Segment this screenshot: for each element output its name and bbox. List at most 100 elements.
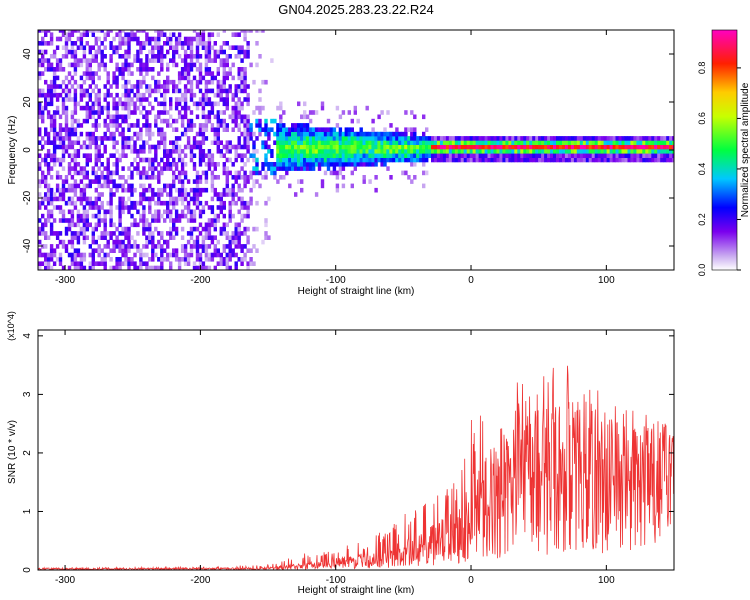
- heatmap-cell: [264, 118, 268, 124]
- heatmap-cell: [88, 30, 92, 33]
- heatmap-cell: [118, 265, 122, 270]
- heatmap-cell: [139, 170, 143, 176]
- heatmap-cell: [303, 153, 307, 158]
- heatmap-cell: [133, 131, 137, 137]
- heatmap-cell: [201, 157, 206, 163]
- heatmap-cell: [249, 30, 253, 33]
- heatmap-cell: [88, 84, 92, 89]
- heatmap-cell: [231, 192, 235, 197]
- heatmap-cell: [535, 136, 539, 141]
- heatmap-cell: [139, 261, 143, 266]
- heatmap-cell: [183, 248, 188, 253]
- heatmap-cell: [88, 261, 92, 266]
- heatmap-cell: [157, 170, 161, 176]
- heatmap-cell: [97, 110, 101, 115]
- heatmap-cell: [44, 162, 48, 167]
- heatmap-cell: [276, 105, 280, 111]
- heatmap-cell: [79, 62, 84, 68]
- heatmap-cell: [308, 140, 313, 145]
- heatmap-cell: [294, 166, 298, 171]
- heatmap-cell: [234, 88, 238, 94]
- heatmap-cell: [172, 235, 176, 240]
- heatmap-cell: [151, 88, 155, 94]
- heatmap-cell: [130, 110, 134, 115]
- heatmap-cell: [288, 127, 292, 132]
- heatmap-cell: [73, 265, 78, 270]
- heatmap-cell: [145, 131, 149, 137]
- heatmap-cell: [231, 110, 235, 115]
- heatmap-cell: [73, 187, 78, 193]
- heatmap-cell: [225, 231, 229, 236]
- heatmap-cell: [252, 79, 256, 85]
- heatmap-cell: [285, 131, 289, 137]
- heatmap-cell: [115, 32, 119, 37]
- heatmap-cell: [112, 136, 116, 141]
- heatmap-cell: [234, 84, 238, 89]
- heatmap-cell: [329, 157, 334, 163]
- heatmap-cell: [97, 136, 101, 141]
- heatmap-cell: [189, 92, 194, 98]
- heatmap-cell: [630, 153, 634, 158]
- heatmap-cell: [73, 162, 78, 167]
- heatmap-cell: [124, 205, 128, 210]
- heatmap-cell: [395, 131, 399, 137]
- heatmap-cell: [332, 166, 337, 171]
- heatmap-cell: [177, 265, 182, 270]
- heatmap-cell: [672, 144, 674, 150]
- heatmap-cell: [160, 32, 164, 37]
- heatmap-cell: [201, 101, 206, 107]
- heatmap-cell: [177, 261, 182, 266]
- heatmap-cell: [38, 110, 42, 115]
- heatmap-cell: [73, 192, 78, 197]
- heatmap-cell: [169, 41, 173, 46]
- heatmap-cell: [410, 131, 414, 137]
- heatmap-cell: [91, 123, 95, 128]
- heatmap-cell: [82, 209, 87, 215]
- heatmap-cell: [151, 157, 155, 163]
- heatmap-cell: [139, 127, 143, 132]
- heatmap-cell: [49, 36, 54, 42]
- heatmap-cell: [365, 131, 369, 137]
- heatmap-cell: [44, 140, 48, 145]
- heatmap-cell: [112, 45, 116, 50]
- heatmap-cell: [79, 170, 84, 176]
- heatmap-cell: [213, 75, 217, 81]
- heatmap-cell: [61, 239, 66, 245]
- heatmap-cell: [97, 213, 101, 219]
- heatmap-cell: [204, 265, 209, 270]
- heatmap-cell: [207, 49, 212, 55]
- heatmap-cell: [118, 157, 122, 163]
- heatmap-cell: [353, 144, 357, 150]
- heatmap-cell: [520, 153, 524, 158]
- heatmap-cell: [151, 248, 155, 253]
- heatmap-cell: [216, 205, 220, 210]
- heatmap-cell: [439, 140, 444, 145]
- heatmap-cell: [88, 62, 92, 68]
- heatmap-cell: [648, 153, 652, 158]
- heatmap-cell: [64, 136, 69, 141]
- heatmap-cell: [163, 218, 167, 223]
- heatmap-cell: [570, 153, 575, 158]
- heatmap-cell: [124, 200, 128, 206]
- heatmap-cell: [41, 200, 45, 206]
- heatmap-cell: [210, 205, 215, 210]
- heatmap-cell: [133, 92, 137, 98]
- heatmap-cell: [392, 157, 396, 163]
- heatmap-cell: [115, 62, 119, 68]
- heatmap-cell: [240, 248, 244, 253]
- heatmap-cell: [115, 261, 119, 266]
- heatmap-cell: [124, 79, 128, 85]
- heatmap-cell: [225, 101, 229, 107]
- heatmap-cell: [451, 153, 456, 158]
- heatmap-cell: [157, 127, 161, 132]
- heatmap-cell: [130, 200, 134, 206]
- heatmap-cell: [466, 149, 471, 154]
- heatmap-cell: [133, 187, 137, 193]
- heatmap-cell: [100, 205, 104, 210]
- heatmap-cell: [225, 123, 229, 128]
- heatmap-cell: [529, 149, 533, 154]
- heatmap-cell: [55, 196, 60, 202]
- heatmap-cell: [252, 166, 256, 171]
- heatmap-cell: [160, 244, 164, 249]
- heatmap-cell: [106, 200, 110, 206]
